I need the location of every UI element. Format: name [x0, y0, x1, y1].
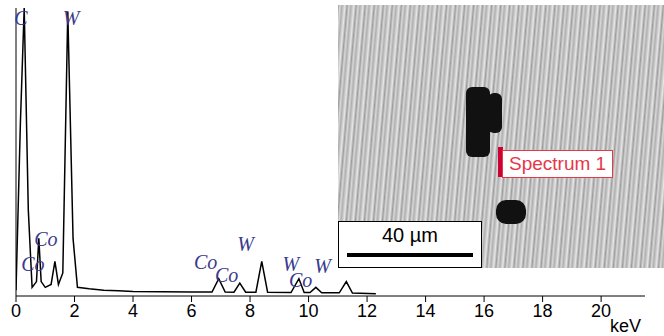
svg-text:Co: Co [34, 228, 57, 250]
svg-text:keV: keV [610, 316, 641, 336]
svg-text:2: 2 [70, 301, 80, 321]
svg-text:4: 4 [128, 301, 138, 321]
svg-text:10: 10 [299, 301, 319, 321]
svg-text:18: 18 [533, 301, 553, 321]
svg-text:W: W [314, 255, 333, 277]
svg-text:W: W [63, 7, 82, 29]
svg-text:16: 16 [474, 301, 494, 321]
svg-text:20: 20 [591, 301, 611, 321]
svg-text:Co: Co [21, 253, 44, 275]
svg-text:Co: Co [289, 269, 312, 291]
svg-text:Co: Co [215, 264, 238, 286]
svg-text:12: 12 [357, 301, 377, 321]
svg-text:0: 0 [11, 301, 21, 321]
svg-text:8: 8 [245, 301, 255, 321]
svg-text:W: W [237, 233, 256, 255]
html-text:40 µm: 40 µm [382, 224, 438, 246]
svg-text:Co: Co [194, 251, 217, 273]
svg-text:C: C [14, 7, 28, 29]
svg-text:6: 6 [187, 301, 197, 321]
html-text:Spectrum 1: Spectrum 1 [509, 153, 607, 174]
svg-text:14: 14 [416, 301, 436, 321]
svg-text:W: W [282, 253, 299, 276]
